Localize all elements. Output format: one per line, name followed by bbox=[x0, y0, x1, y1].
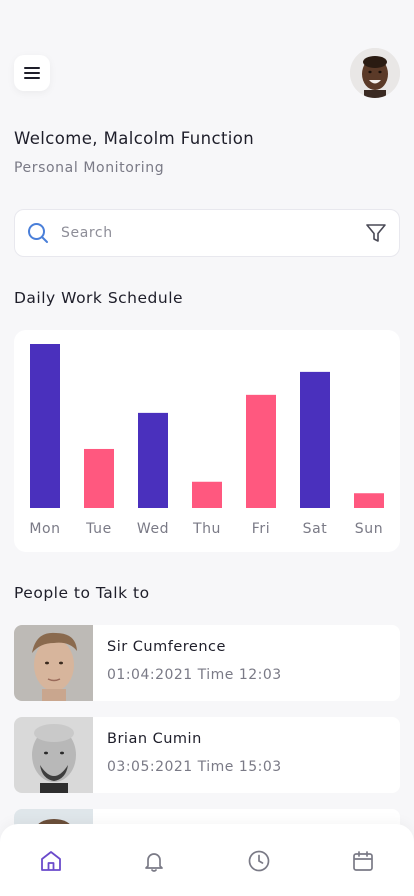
person-card[interactable]: Brian Cumin 03:05:2021 Time 15:03 bbox=[14, 717, 400, 793]
person-name: Brian Cumin bbox=[107, 731, 202, 747]
tick-label-tue: Tue bbox=[85, 521, 112, 537]
bottom-nav bbox=[0, 824, 414, 896]
person-time: 01:04:2021 Time 12:03 bbox=[107, 667, 282, 683]
bell-icon bbox=[145, 853, 163, 872]
nav-notifications[interactable] bbox=[141, 848, 167, 874]
tick-label-fri: Fri bbox=[252, 521, 270, 537]
tick-label-sun: Sun bbox=[355, 521, 383, 537]
hamburger-menu-icon bbox=[24, 67, 40, 79]
person-card[interactable]: Sir Cumference 01:04:2021 Time 12:03 bbox=[14, 625, 400, 701]
search-input[interactable] bbox=[61, 225, 365, 241]
person-name: Sir Cumference bbox=[107, 639, 226, 655]
menu-button[interactable] bbox=[14, 55, 50, 91]
bar-thu bbox=[192, 481, 222, 508]
tick-label-mon: Mon bbox=[29, 521, 60, 537]
person-time: 03:05:2021 Time 15:03 bbox=[107, 759, 282, 775]
person-photo bbox=[14, 717, 93, 793]
bar-sun bbox=[354, 493, 384, 508]
nav-calendar[interactable] bbox=[350, 848, 376, 874]
nav-home[interactable] bbox=[38, 848, 64, 874]
search-icon bbox=[28, 223, 48, 243]
nav-history[interactable] bbox=[246, 848, 272, 874]
calendar-icon bbox=[353, 851, 373, 871]
home-icon bbox=[41, 851, 61, 871]
welcome-title: Welcome, Malcolm Function bbox=[14, 129, 255, 148]
bar-mon bbox=[30, 344, 60, 508]
user-avatar-image bbox=[350, 48, 400, 98]
clock-icon bbox=[248, 850, 270, 872]
person-photo bbox=[14, 625, 93, 701]
search-bar[interactable] bbox=[14, 209, 400, 257]
bar-sat bbox=[300, 371, 330, 508]
bar-tue bbox=[84, 448, 114, 508]
tick-label-sat: Sat bbox=[303, 521, 328, 537]
schedule-chart-svg: Mon Tue Wed Thu Fri Sat Sun bbox=[29, 344, 384, 537]
schedule-chart: Mon Tue Wed Thu Fri Sat Sun bbox=[14, 330, 400, 552]
people-title: People to Talk to bbox=[14, 584, 150, 602]
tick-label-thu: Thu bbox=[192, 521, 221, 537]
bar-wed bbox=[138, 412, 168, 508]
bar-fri bbox=[246, 394, 276, 508]
welcome-subtitle: Personal Monitoring bbox=[14, 160, 165, 176]
schedule-title: Daily Work Schedule bbox=[14, 289, 184, 307]
filter-icon[interactable] bbox=[365, 222, 387, 244]
user-avatar[interactable] bbox=[350, 48, 400, 98]
tick-label-wed: Wed bbox=[137, 521, 169, 537]
